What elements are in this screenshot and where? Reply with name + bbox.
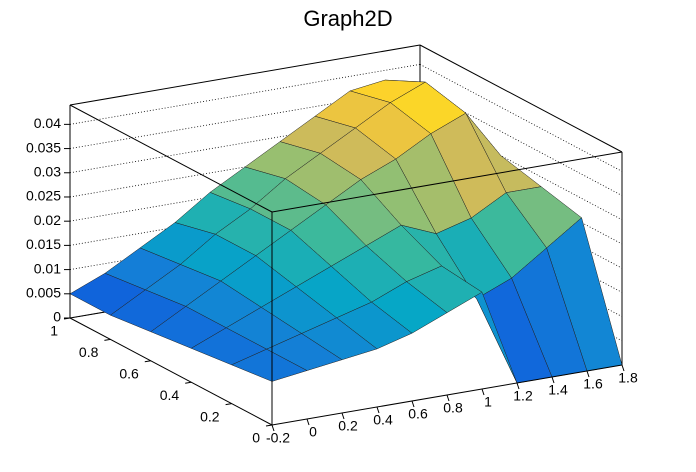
grid-line (69, 63, 421, 125)
x-tick-label: 0.6 (408, 406, 428, 422)
z-tick-label: 0.02 (34, 212, 61, 228)
chart-title: Graph2D (303, 6, 392, 31)
x-tick-label: 1.8 (618, 370, 638, 386)
y-tick-label: 0 (252, 430, 260, 446)
grid-line (419, 88, 623, 196)
x-tick-label: -0.2 (266, 430, 290, 446)
y-tick (225, 403, 232, 406)
x-tick-label: 0 (309, 424, 317, 440)
x-tick (481, 388, 485, 396)
y-tick-label: 1 (50, 323, 58, 339)
y-tick (185, 381, 192, 384)
x-tick-label: 0.4 (373, 412, 393, 428)
x-tick (446, 394, 450, 402)
x-tick-label: 0.2 (338, 418, 358, 434)
x-tick (621, 364, 625, 372)
x-tick (516, 382, 520, 390)
x-tick-label: 1 (484, 394, 492, 410)
x-tick (551, 376, 555, 384)
x-tick (271, 424, 275, 432)
y-tick (265, 424, 273, 427)
box-edge (271, 151, 623, 213)
box-edge (69, 44, 421, 106)
y-tick (144, 360, 151, 363)
x-tick-label: 1.4 (548, 382, 568, 398)
grid-line (69, 88, 421, 149)
surface-cell (230, 348, 308, 382)
x-tick (411, 400, 415, 408)
x-tick (306, 418, 310, 426)
box-edge (69, 104, 273, 213)
x-tick-label: 0.8 (443, 400, 463, 416)
z-tick-label: 0.035 (26, 139, 61, 155)
y-tick-label: 0.4 (160, 387, 180, 403)
y-axis (69, 317, 273, 426)
y-tick-label: 0.6 (119, 366, 139, 382)
x-tick (341, 412, 345, 420)
y-tick-label: 0.8 (79, 344, 99, 360)
z-tick-label: 0.01 (34, 260, 61, 276)
y-tick (104, 338, 111, 341)
x-tick (586, 370, 590, 378)
z-tick-label: 0.03 (34, 163, 61, 179)
z-tick-label: 0.025 (26, 188, 61, 204)
grid-line (419, 112, 623, 221)
x-tick (376, 406, 380, 414)
x-tick-label: 1.6 (583, 376, 603, 392)
x-tick-label: 1.2 (513, 388, 533, 404)
y-tick-label: 0.2 (200, 408, 220, 424)
box-edge (419, 44, 623, 153)
grid-line (69, 112, 421, 174)
z-tick-label: 0.015 (26, 236, 61, 252)
z-tick-label: 0.005 (26, 284, 61, 300)
grid-line (419, 64, 623, 172)
z-tick-label: 0.04 (34, 115, 61, 131)
z-tick-label: 0 (53, 309, 61, 325)
